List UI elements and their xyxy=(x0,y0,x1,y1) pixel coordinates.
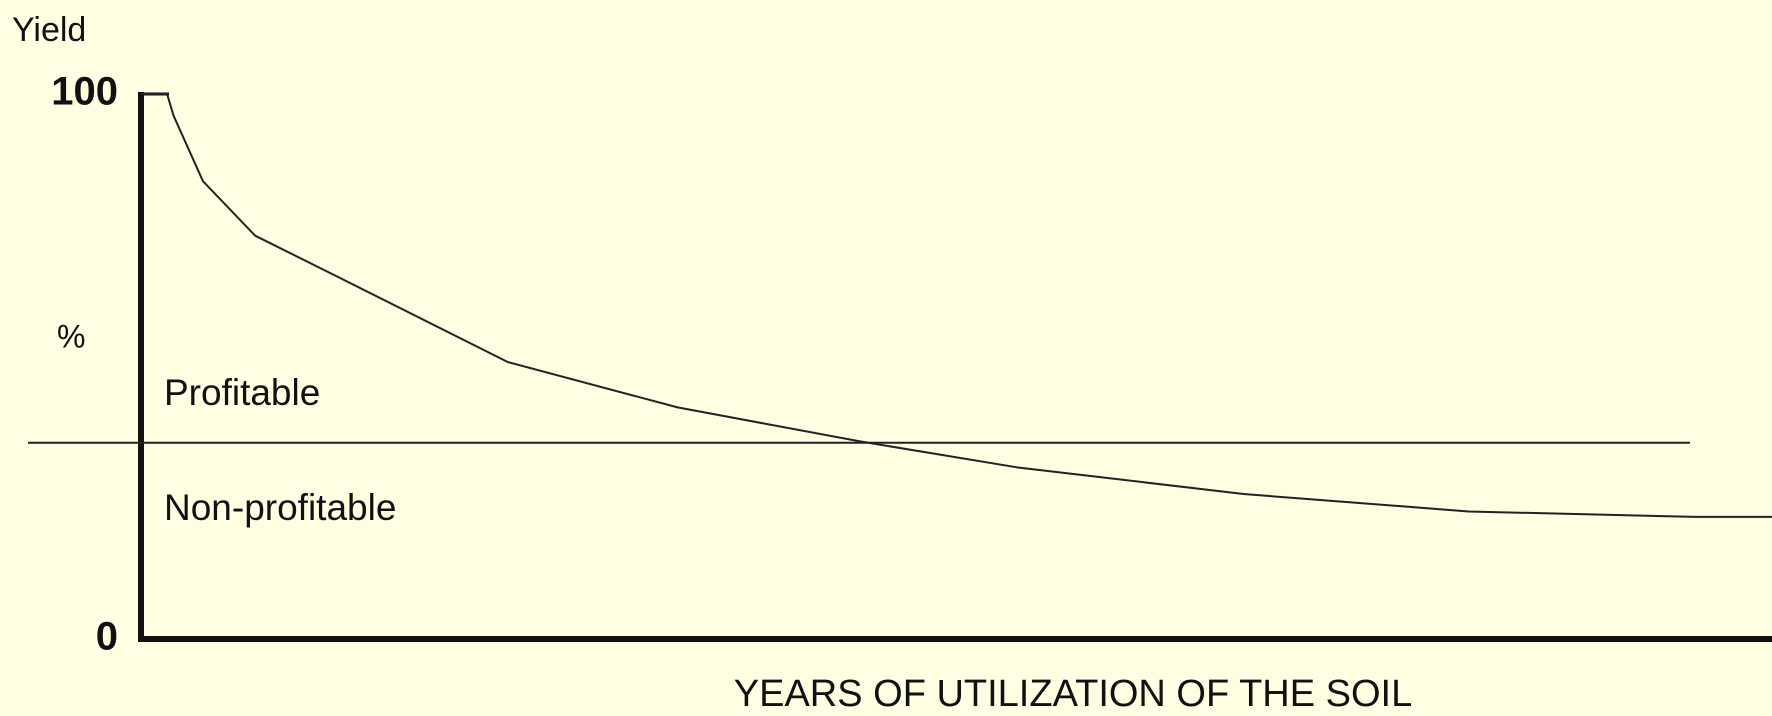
x-axis-label: YEARS OF UTILIZATION OF THE SOIL xyxy=(734,673,1412,715)
y-unit-label: % xyxy=(57,318,85,354)
annotation: Non-profitable xyxy=(164,487,396,528)
annotation: Profitable xyxy=(164,372,320,413)
data-line xyxy=(141,93,1772,518)
y-axis-label: Yield xyxy=(12,11,86,49)
y-tick-label: 0 xyxy=(96,615,118,659)
y-tick-label: 100 xyxy=(51,70,118,114)
